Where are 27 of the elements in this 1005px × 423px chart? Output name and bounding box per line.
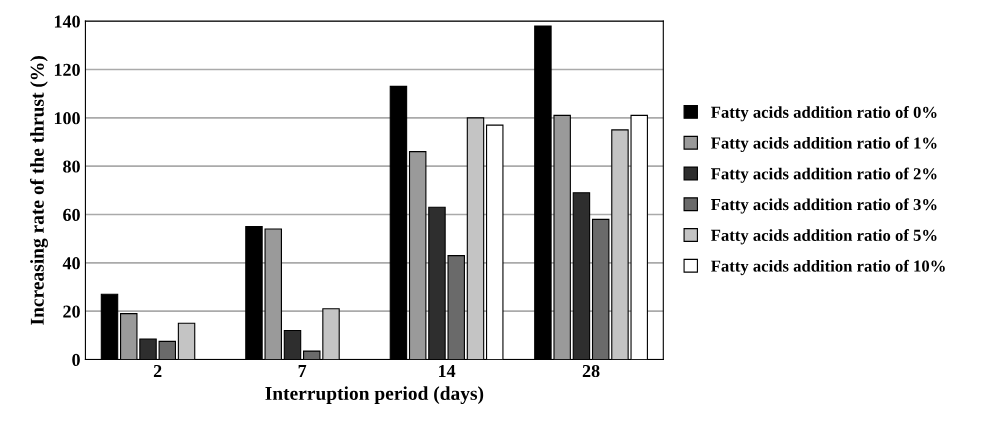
bar (100, 293, 119, 360)
legend-label: Fatty acids addition ratio of 0% (711, 105, 937, 122)
y-tick-label: 120 (54, 63, 80, 76)
y-tick-label: 20 (63, 305, 80, 318)
bar (283, 329, 302, 360)
legend-label: Fatty acids addition ratio of 5% (711, 229, 937, 245)
x-axis-title: Interruption period (days) (265, 386, 484, 405)
x-tick-label: 14 (439, 365, 456, 377)
bar (486, 124, 504, 360)
x-tick-label: 2 (153, 364, 162, 377)
y-tick-label: 140 (54, 15, 80, 28)
bar (389, 85, 408, 360)
y-axis-title: Increasing rate of the thrust (%) (29, 56, 48, 325)
y-tick-label: 40 (62, 257, 80, 270)
bar (177, 322, 196, 360)
legend-label: Fatty acids addition ratio of 3% (711, 198, 937, 214)
y-tick-label: 0 (72, 353, 80, 366)
x-tick-label: 7 (298, 365, 307, 377)
bar (466, 117, 485, 360)
legend-label: Fatty acids addition ratio of 10% (711, 259, 945, 276)
legend-label: Fatty acids addition ratio of 1% (711, 136, 937, 153)
x-tick-label: 28 (582, 364, 600, 378)
y-tick-label: 60 (63, 208, 80, 221)
bar (572, 192, 591, 360)
legend-label: Fatty acids addition ratio of 2% (711, 167, 937, 183)
y-tick-label: 100 (54, 112, 80, 125)
y-tick-label: 80 (63, 160, 80, 173)
